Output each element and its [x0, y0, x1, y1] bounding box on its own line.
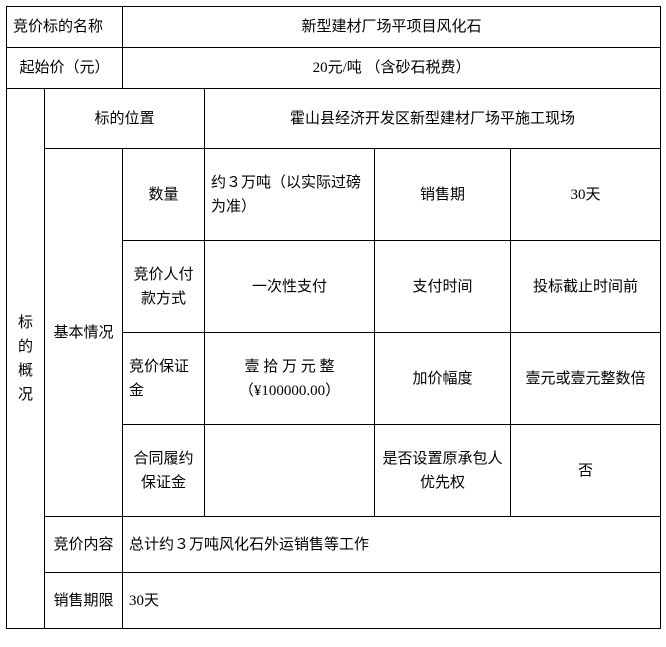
basic-info-label: 基本情况 [45, 149, 123, 517]
deposit-label: 竞价保证金 [123, 333, 205, 425]
bid-content-label: 竞价内容 [45, 517, 123, 573]
sales-period-value: 30天 [511, 149, 661, 241]
table-row: 竞价内容 总计约３万吨风化石外运销售等工作 [7, 517, 661, 573]
payment-time-value: 投标截止时间前 [511, 241, 661, 333]
deposit-value: 壹 拾 万 元 整（¥100000.00） [205, 333, 375, 425]
table-row: 竞价标的名称 新型建材厂场平项目风化石 [7, 7, 661, 48]
priority-label: 是否设置原承包人优先权 [375, 425, 511, 517]
table-row: 起始价（元） 20元/吨 （含砂石税费） [7, 48, 661, 89]
increment-label: 加价幅度 [375, 333, 511, 425]
bid-name-value: 新型建材厂场平项目风化石 [123, 7, 661, 48]
sales-term-label: 销售期限 [45, 573, 123, 629]
start-price-value: 20元/吨 （含砂石税费） [123, 48, 661, 89]
side-char: 的 [13, 335, 38, 359]
start-price-label: 起始价（元） [7, 48, 123, 89]
table-row: 销售期限 30天 [7, 573, 661, 629]
sales-period-label: 销售期 [375, 149, 511, 241]
bid-content-value: 总计约３万吨风化石外运销售等工作 [123, 517, 661, 573]
table-row: 标 的 概 况 标的位置 霍山县经济开发区新型建材厂场平施工现场 [7, 89, 661, 149]
performance-bond-value [205, 425, 375, 517]
location-value: 霍山县经济开发区新型建材厂场平施工现场 [205, 89, 661, 149]
performance-bond-label: 合同履约保证金 [123, 425, 205, 517]
priority-value: 否 [511, 425, 661, 517]
payment-time-label: 支付时间 [375, 241, 511, 333]
increment-value: 壹元或壹元整数倍 [511, 333, 661, 425]
bid-name-label: 竞价标的名称 [7, 7, 123, 48]
bid-info-table: 竞价标的名称 新型建材厂场平项目风化石 起始价（元） 20元/吨 （含砂石税费）… [6, 6, 661, 629]
side-char: 标 [13, 311, 38, 335]
side-char: 况 [13, 383, 38, 407]
payment-method-value: 一次性支付 [205, 241, 375, 333]
table-row: 基本情况 数量 约３万吨（以实际过磅为准） 销售期 30天 [7, 149, 661, 241]
overview-side-label: 标 的 概 况 [7, 89, 45, 629]
payment-method-label: 竞价人付款方式 [123, 241, 205, 333]
quantity-value: 约３万吨（以实际过磅为准） [205, 149, 375, 241]
location-label: 标的位置 [45, 89, 205, 149]
quantity-label: 数量 [123, 149, 205, 241]
sales-term-value: 30天 [123, 573, 661, 629]
side-char: 概 [13, 359, 38, 383]
